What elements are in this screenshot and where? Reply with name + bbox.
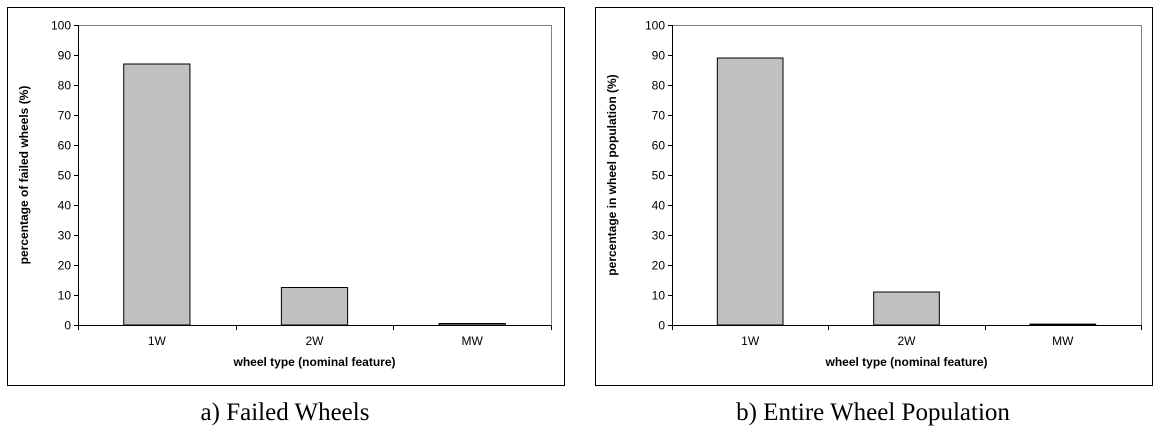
y-tick-label: 100 (645, 19, 665, 33)
y-tick-label: 100 (51, 19, 71, 33)
bar (123, 63, 191, 326)
bar (1029, 323, 1097, 326)
y-tick-label: 90 (652, 49, 666, 63)
y-axis-title: percentage of failed wheels (%) (17, 86, 31, 265)
chart-caption: b) Entire Wheel Population (736, 399, 1010, 426)
y-tick-label: 70 (58, 109, 72, 123)
y-tick-label: 0 (64, 319, 71, 333)
y-tick-label: 50 (58, 169, 72, 183)
y-tick-label: 60 (652, 139, 666, 153)
bar (280, 287, 349, 326)
y-axis-title: percentage in wheel population (%) (605, 74, 619, 275)
x-tick-label: MW (1052, 334, 1074, 348)
y-tick-label: 30 (58, 229, 72, 243)
chart-caption: a) Failed Wheels (201, 399, 370, 426)
x-tick-label: 2W (898, 334, 917, 348)
y-tick-label: 70 (652, 109, 666, 123)
x-axis-title: wheel type (nominal feature) (232, 355, 395, 369)
bar (873, 291, 940, 326)
x-tick-label: MW (462, 334, 484, 348)
y-tick-label: 80 (652, 79, 666, 93)
x-tick-label: 2W (306, 334, 325, 348)
x-tick-label: 1W (741, 334, 760, 348)
y-tick-label: 60 (58, 139, 72, 153)
x-axis-title: wheel type (nominal feature) (824, 355, 987, 369)
y-tick-label: 50 (652, 169, 666, 183)
y-tick-label: 40 (58, 199, 72, 213)
bar (716, 57, 784, 326)
y-tick-label: 80 (58, 79, 72, 93)
y-tick-label: 0 (658, 319, 665, 333)
y-tick-label: 90 (58, 49, 72, 63)
y-tick-label: 20 (652, 259, 666, 273)
y-tick-label: 30 (652, 229, 666, 243)
chart-frame (7, 7, 565, 386)
chart-frame (595, 7, 1153, 386)
y-tick-label: 40 (652, 199, 666, 213)
bar (438, 323, 506, 326)
x-tick-label: 1W (148, 334, 167, 348)
y-tick-label: 10 (652, 289, 666, 303)
y-tick-label: 20 (58, 259, 72, 273)
y-tick-label: 10 (58, 289, 72, 303)
